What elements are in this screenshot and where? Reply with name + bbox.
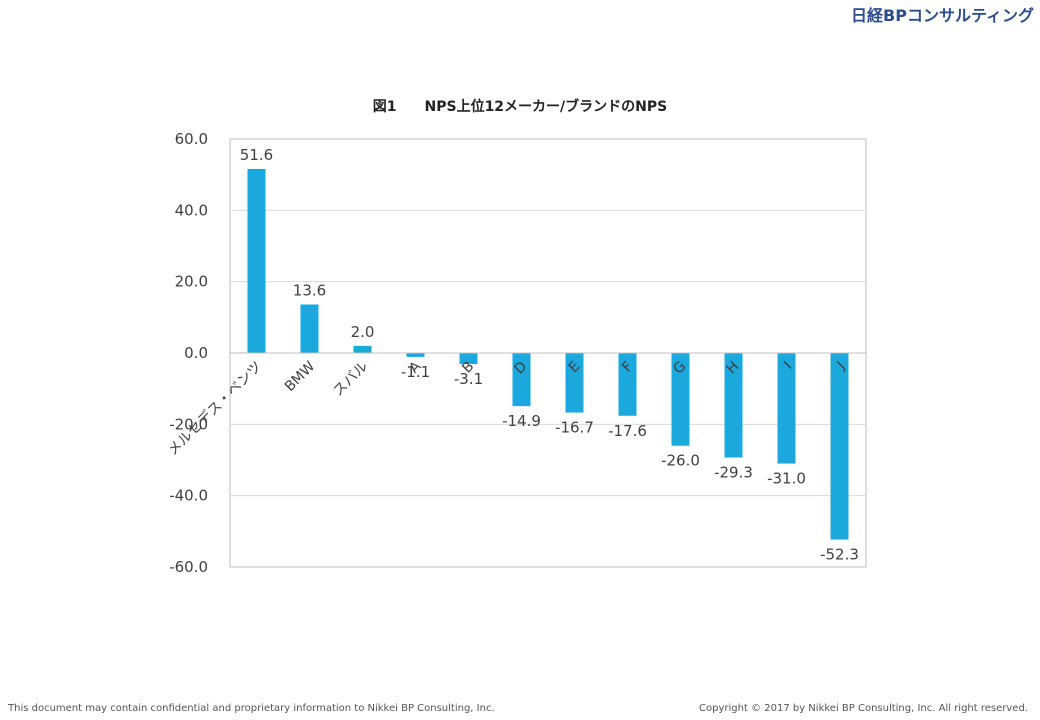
bar [830, 353, 849, 540]
category-label: メルセデス・ベンツ [164, 358, 265, 459]
y-tick-labels: 60.0 40.0 20.0 0.0 -20.0 -40.0 -60.0 [169, 130, 208, 576]
y-tick-label: -60.0 [169, 558, 208, 576]
bar [300, 304, 319, 353]
category-labels: メルセデス・ベンツ BMW スバル A B D E F G H I J [164, 358, 848, 459]
data-label: -17.6 [608, 422, 647, 440]
data-labels: 51.613.62.0-1.1 -3.1-14.9 -16.7 -17.6-26.0-… [240, 146, 859, 564]
bar [618, 353, 637, 416]
company-logo: 日経BPコンサルティング [851, 6, 1034, 25]
data-label: 2.0 [351, 323, 375, 341]
data-label: -1.1 [401, 363, 430, 381]
data-label: -26.0 [661, 452, 700, 470]
data-label: -14.9 [502, 412, 541, 430]
bar [459, 353, 478, 365]
bar [777, 353, 796, 464]
bars [247, 168, 849, 540]
bar [724, 353, 743, 458]
y-tick-label: 0.0 [184, 344, 208, 362]
data-label: -3.1 [454, 370, 483, 388]
gridlines [230, 209, 866, 497]
y-tick-label: -40.0 [169, 487, 208, 505]
data-label: -29.3 [714, 464, 753, 482]
bar [247, 168, 266, 353]
bar [565, 353, 584, 413]
data-label: -52.3 [820, 546, 859, 564]
bar [671, 353, 690, 446]
category-label: スバル [330, 359, 371, 400]
footer-copyright: Copyright © 2017 by Nikkei BP Consulting… [699, 703, 1028, 714]
bar [353, 345, 372, 353]
y-tick-label: 60.0 [175, 130, 208, 148]
y-tick-label: 20.0 [175, 273, 208, 291]
bar [406, 353, 425, 357]
bar [512, 353, 531, 407]
data-label: 13.6 [293, 281, 326, 299]
category-label: BMW [282, 358, 319, 395]
chart-title: 図1 NPS上位12メーカー/ブランドのNPS [372, 99, 668, 115]
y-tick-label: 40.0 [175, 201, 208, 219]
data-label: -16.7 [555, 419, 594, 437]
data-label: 51.6 [240, 146, 273, 164]
y-tick-label: -20.0 [169, 415, 208, 433]
data-label: -31.0 [767, 470, 806, 488]
axes [229, 138, 867, 568]
footer-disclaimer: This document may contain confidential a… [8, 703, 495, 714]
